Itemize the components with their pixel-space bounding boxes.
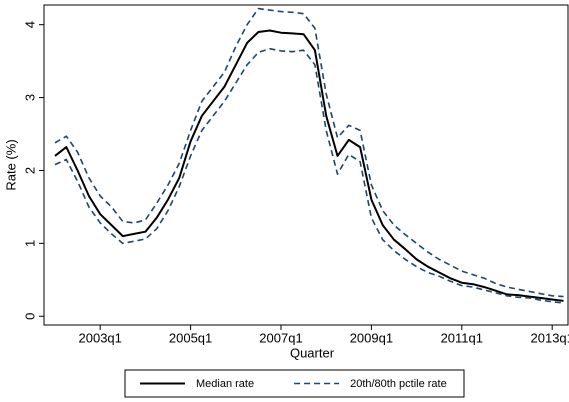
y-tick-label: 0 xyxy=(22,313,37,320)
y-tick-label: 3 xyxy=(22,94,37,101)
y-tick-label: 4 xyxy=(22,21,37,28)
legend-label: Median rate xyxy=(196,378,254,390)
y-tick-label: 1 xyxy=(22,240,37,247)
y-axis-label: Rate (%) xyxy=(3,139,18,190)
series-line xyxy=(54,29,564,302)
y-tick-label: 2 xyxy=(22,167,37,174)
plot-frame xyxy=(43,4,569,326)
legend-label: 20th/80th pctile rate xyxy=(350,378,447,390)
x-tick-label: 2013q1 xyxy=(531,330,569,345)
x-tick-label: 2003q1 xyxy=(79,330,122,345)
x-tick-label: 2005q1 xyxy=(169,330,212,345)
x-tick-label: 2009q1 xyxy=(350,330,393,345)
x-tick-label: 2007q1 xyxy=(259,330,302,345)
series-line xyxy=(54,7,564,298)
series-line xyxy=(54,47,564,304)
x-tick-label: 2011q1 xyxy=(441,330,483,345)
x-axis-label: Quarter xyxy=(290,345,335,360)
